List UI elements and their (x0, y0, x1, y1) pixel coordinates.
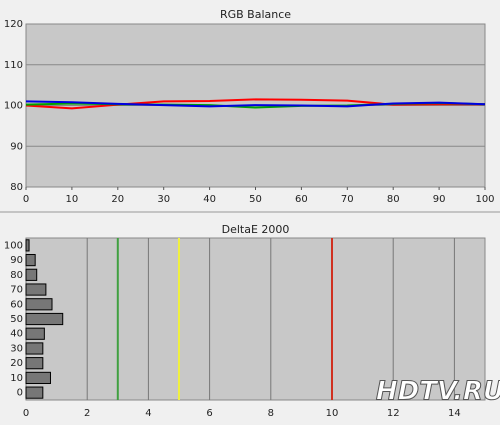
bar (25, 268, 38, 281)
y-tick-label: 30 (10, 343, 23, 354)
bar (25, 342, 44, 355)
x-tick-label: 2 (84, 408, 90, 419)
x-tick-label: 40 (203, 194, 216, 205)
y-tick-label: 80 (10, 182, 23, 193)
watermark: HDTV.RU (376, 377, 500, 407)
chart-title: RGB Balance (220, 8, 291, 21)
y-tick-label: 120 (4, 19, 23, 30)
bar (25, 371, 51, 385)
bar (25, 239, 30, 252)
x-tick-label: 10 (66, 194, 79, 205)
y-tick-label: 0 (17, 388, 23, 399)
x-tick-label: 50 (249, 194, 262, 205)
x-tick-label: 20 (111, 194, 124, 205)
y-tick-label: 60 (10, 299, 23, 310)
bar (25, 283, 47, 296)
y-tick-label: 40 (10, 329, 23, 340)
x-tick-label: 30 (157, 194, 170, 205)
x-tick-label: 60 (295, 194, 308, 205)
y-tick-label: 80 (10, 270, 23, 281)
bar (25, 357, 44, 370)
x-tick-label: 80 (387, 194, 400, 205)
y-tick-label: 20 (10, 358, 23, 369)
bar (25, 327, 45, 340)
x-tick-label: 10 (326, 408, 339, 419)
x-tick-label: 8 (268, 408, 274, 419)
y-tick-label: 100 (4, 101, 23, 112)
x-tick-label: 6 (206, 408, 212, 419)
bar (25, 386, 44, 399)
x-tick-label: 0 (23, 194, 29, 205)
y-tick-label: 70 (10, 285, 23, 296)
y-tick-label: 110 (4, 60, 23, 71)
y-tick-label: 10 (10, 373, 23, 384)
x-tick-label: 4 (145, 408, 151, 419)
y-tick-label: 90 (10, 255, 23, 266)
chart-title: DeltaE 2000 (222, 223, 290, 236)
x-tick-label: 0 (23, 408, 29, 419)
y-tick-label: 90 (10, 141, 23, 152)
x-tick-label: 14 (448, 408, 461, 419)
bar (25, 298, 53, 311)
y-tick-label: 100 (4, 240, 23, 251)
y-tick-label: 50 (10, 314, 23, 325)
x-tick-label: 70 (341, 194, 354, 205)
x-tick-label: 100 (475, 194, 494, 205)
series-line (25, 100, 486, 108)
bar (25, 312, 64, 326)
bar (25, 253, 36, 267)
x-tick-label: 90 (433, 194, 446, 205)
plot-area (25, 237, 486, 401)
x-tick-label: 12 (387, 408, 400, 419)
